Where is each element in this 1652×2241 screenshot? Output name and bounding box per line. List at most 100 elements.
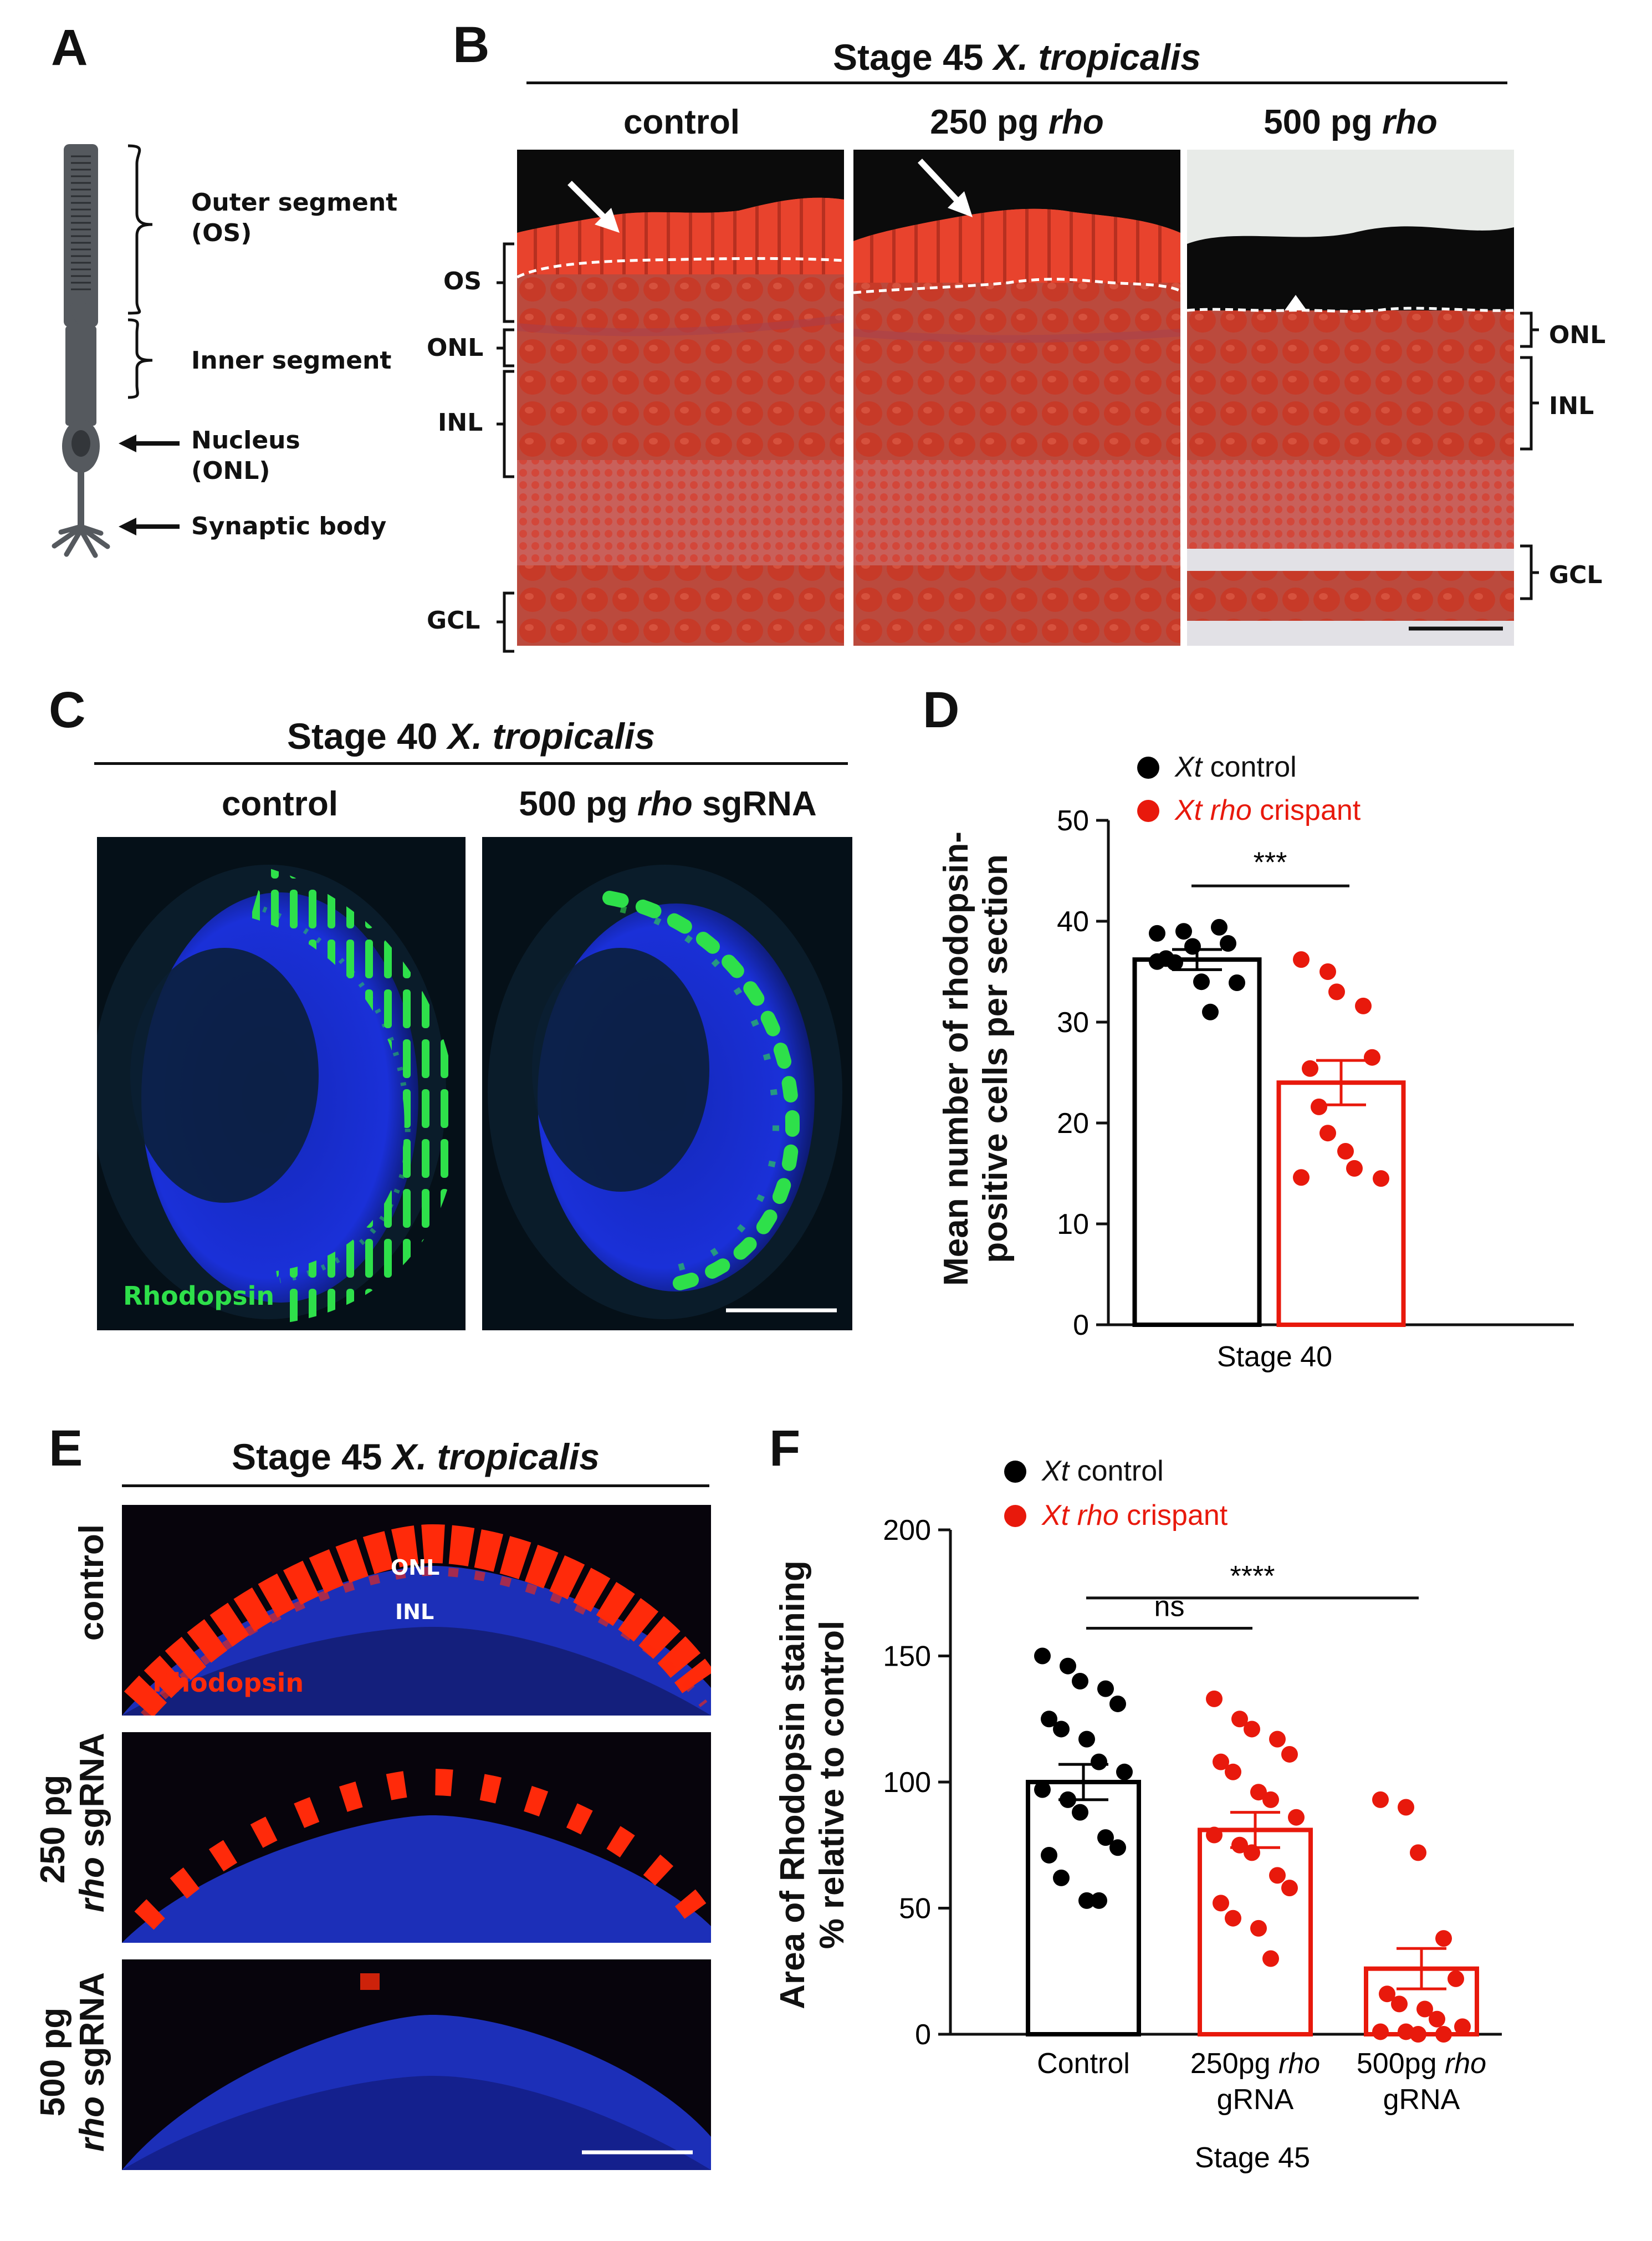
panel-label-a: A xyxy=(51,19,88,76)
panel-c-col-500: 500 pg rho sgRNA xyxy=(482,787,853,821)
row-label-italic: rho xyxy=(73,2096,112,2152)
data-point xyxy=(1364,1049,1380,1066)
panel-b-col-500: 500 pg rho xyxy=(1187,105,1514,140)
data-point xyxy=(1262,1950,1279,1967)
legend-crispant-f: Xt rho crispant xyxy=(1042,1501,1228,1530)
legend-crispant-d: Xt rho crispant xyxy=(1175,796,1361,825)
data-point xyxy=(1175,923,1192,940)
data-point xyxy=(1053,1721,1070,1738)
panel-e-rhodopsin-label: Rhodopsin xyxy=(152,1668,304,1698)
panel-e-row-250: 250 pg rho sgRNA xyxy=(33,1733,112,1912)
legend-text: control xyxy=(1069,1455,1164,1487)
ylabel-line: Mean number of rhodopsin- xyxy=(937,831,975,1286)
y-tick-label: 0 xyxy=(915,2019,931,2051)
panel-b-micrograph-500 xyxy=(1187,150,1514,646)
y-tick-label: 50 xyxy=(899,1893,931,1925)
legend-control-f: Xt control xyxy=(1042,1457,1164,1486)
panel-e-micrograph-250 xyxy=(122,1732,711,1943)
x-tick-label-line2: gRNA xyxy=(1383,2084,1460,2116)
bar-1 xyxy=(1276,1080,1406,1327)
significance-label-ns: ns xyxy=(1154,1590,1185,1622)
data-point xyxy=(1293,951,1310,968)
row-label-suffix: sgRNA xyxy=(73,1972,112,2097)
nucleus-label: Nucleus (ONL) xyxy=(191,426,300,485)
data-point xyxy=(1078,1730,1095,1748)
data-point xyxy=(1213,1753,1229,1770)
data-point xyxy=(1293,1169,1310,1186)
data-point xyxy=(1097,1680,1114,1697)
data-point xyxy=(1091,1753,1107,1770)
panel-e-rule xyxy=(122,1484,709,1487)
row-label-line: 250 pg xyxy=(34,1774,72,1884)
data-point xyxy=(1202,1003,1219,1020)
legend-italic: Xt xyxy=(1175,751,1203,783)
data-point xyxy=(1410,1844,1426,1861)
data-point xyxy=(1149,925,1165,942)
data-point xyxy=(1454,2018,1471,2035)
col-label: 250 pg xyxy=(930,103,1049,141)
layer-label-inl: INL xyxy=(438,409,483,437)
data-point xyxy=(1319,963,1336,980)
panel-label-d: D xyxy=(923,682,960,738)
data-point xyxy=(1372,1791,1389,1808)
data-point xyxy=(1211,918,1228,936)
data-point xyxy=(1288,1809,1305,1826)
significance-label-main: **** xyxy=(1230,1560,1275,1592)
panel-d-chart: 0 10 20 30 40 50 *** Stage 40 xyxy=(1057,805,1574,1373)
ylabel-line: positive cells per section xyxy=(976,854,1015,1263)
legend-dot-crispant-d xyxy=(1137,800,1159,822)
panel-b-species: X. tropicalis xyxy=(993,37,1201,78)
panel-c-micrograph-control xyxy=(97,837,466,1330)
row-label-italic: rho xyxy=(73,1857,112,1912)
panel-b-left-brackets xyxy=(497,242,514,653)
data-point xyxy=(1281,1745,1298,1763)
panel-b-micrograph-250 xyxy=(853,150,1180,646)
data-point xyxy=(1398,1799,1414,1816)
panel-c-stage: Stage 40 xyxy=(287,716,438,757)
x-tick-label: Control xyxy=(1037,2048,1130,2080)
panel-b-stage: Stage 45 xyxy=(833,37,984,78)
data-point xyxy=(1244,1721,1260,1738)
data-point xyxy=(1225,1763,1241,1780)
ylabel-line: % relative to control xyxy=(813,1620,852,1949)
x-tick-label-line2: gRNA xyxy=(1217,2084,1294,2116)
significance-label: *** xyxy=(1254,846,1287,879)
row-label-line: control xyxy=(73,1524,111,1641)
panel-e-header: Stage 45 X. tropicalis xyxy=(122,1438,709,1475)
data-point xyxy=(1302,1060,1318,1077)
col-label-italic: rho xyxy=(1382,103,1438,141)
panel-b-col-250: 250 pg rho xyxy=(853,105,1180,140)
data-point xyxy=(1041,1846,1057,1864)
panel-c-col-control: control xyxy=(97,787,463,821)
data-point xyxy=(1109,1839,1126,1856)
row-label-suffix: sgRNA xyxy=(73,1733,112,1857)
data-point xyxy=(1167,954,1183,971)
data-point xyxy=(1328,983,1345,1000)
data-point xyxy=(1355,997,1372,1014)
panel-label-e: E xyxy=(49,1420,83,1477)
data-point xyxy=(1091,1892,1107,1909)
x-axis-label: Stage 40 xyxy=(1217,1341,1332,1373)
data-point xyxy=(1410,2026,1426,2043)
right-layer-label-onl: ONL xyxy=(1549,321,1606,349)
data-point xyxy=(1448,1970,1464,1987)
y-tick-label: 40 xyxy=(1057,906,1089,938)
data-point xyxy=(1435,2026,1452,2043)
right-layer-label-inl: INL xyxy=(1549,392,1594,420)
data-point xyxy=(1250,1784,1267,1801)
panel-e-stage: Stage 45 xyxy=(232,1436,382,1477)
row-label-line: rho sgRNA xyxy=(73,1971,112,2153)
data-point xyxy=(1097,1829,1114,1846)
panel-b-col-control: control xyxy=(518,105,845,140)
data-point xyxy=(1034,1781,1051,1798)
data-point xyxy=(1269,1730,1286,1748)
synaptic-body-arrow xyxy=(119,518,180,535)
data-point xyxy=(1269,1867,1286,1884)
panel-c-micrograph-500 xyxy=(482,837,852,1330)
bar-0 xyxy=(1132,957,1262,1328)
data-point xyxy=(1262,1791,1279,1808)
data-point xyxy=(1041,1711,1057,1728)
synaptic-body-label: Synaptic body xyxy=(191,512,387,540)
data-point xyxy=(1416,2000,1433,2018)
data-point xyxy=(1319,1125,1336,1142)
